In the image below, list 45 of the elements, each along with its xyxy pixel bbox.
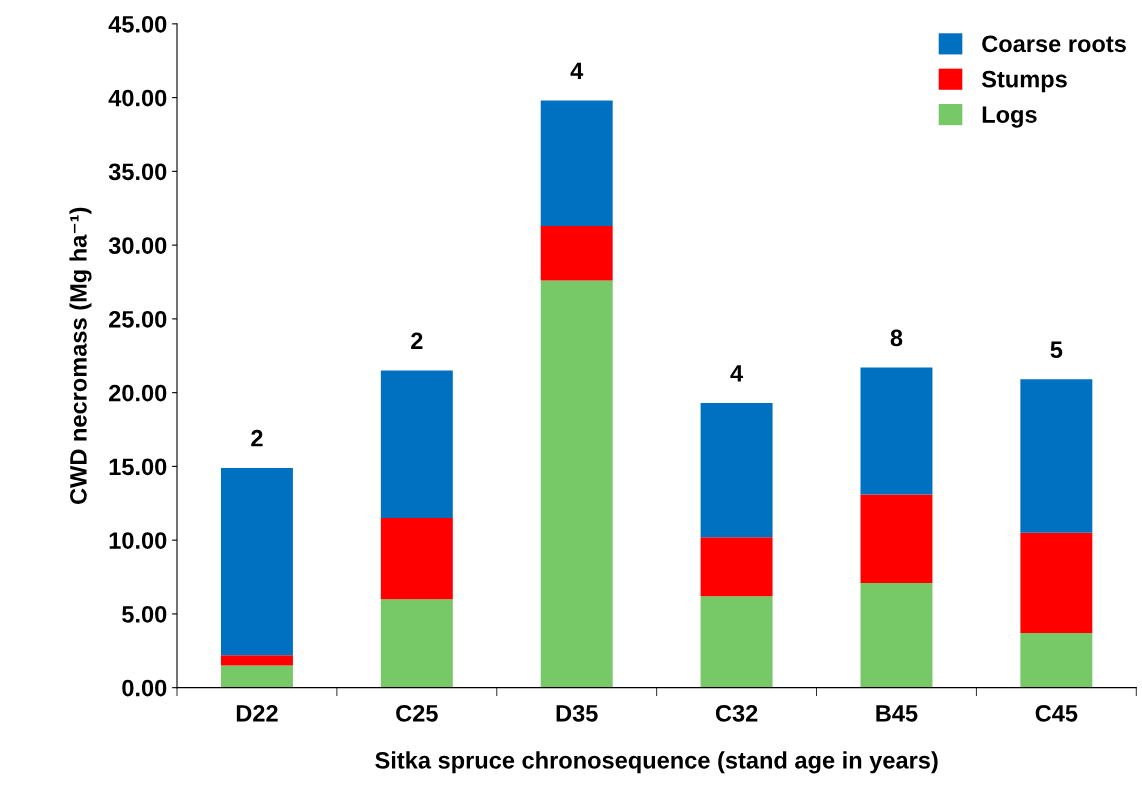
bar xyxy=(540,100,613,226)
bar xyxy=(1020,379,1093,533)
bar xyxy=(380,370,453,519)
bar xyxy=(380,599,453,688)
y-tick-label: 40.00 xyxy=(108,89,167,107)
y-tick-label: 45.00 xyxy=(108,15,167,33)
bar xyxy=(220,467,293,656)
y-tick-label: 10.00 xyxy=(109,532,167,549)
y-tick-label: 20.00 xyxy=(109,384,167,402)
bar xyxy=(700,537,773,597)
bar xyxy=(220,655,293,666)
bar xyxy=(700,596,773,688)
y-tick-label: 0.00 xyxy=(122,679,167,697)
x-tick-label: C32 xyxy=(715,704,758,722)
legend-label: Coarse roots xyxy=(982,35,1126,53)
annotation: 5 xyxy=(1050,341,1063,359)
bar xyxy=(540,280,613,688)
y-tick-label: 35.00 xyxy=(108,163,167,181)
bar xyxy=(860,367,933,495)
annotation: 2 xyxy=(251,429,263,447)
bar xyxy=(220,665,293,688)
y-tick-label: 5.00 xyxy=(122,605,167,623)
bar xyxy=(860,494,933,583)
bar xyxy=(1020,532,1093,634)
annotation: 4 xyxy=(570,62,584,79)
y-tick-label: 25.00 xyxy=(109,310,167,328)
legend-label: Stumps xyxy=(981,70,1067,93)
bar xyxy=(860,582,933,688)
y-axis-title: CWD necromass (Mg ha⁻¹) xyxy=(69,207,92,505)
bar xyxy=(540,225,613,281)
x-tick-label: D35 xyxy=(556,704,598,722)
annotation: 2 xyxy=(411,332,423,349)
y-tick-label: 30.00 xyxy=(108,237,167,254)
annotation: 8 xyxy=(890,329,903,347)
x-tick-label: D22 xyxy=(236,704,278,722)
bar xyxy=(380,518,453,600)
x-tick-label: C45 xyxy=(1035,704,1078,722)
y-tick-label: 15.00 xyxy=(109,458,167,476)
x-tick-label: B45 xyxy=(876,705,918,722)
x-axis-title: Sitka spruce chronosequence (stand age in years) xyxy=(375,751,938,774)
bar xyxy=(1020,633,1093,688)
x-tick-label: C25 xyxy=(396,704,438,722)
legend-label: Logs xyxy=(982,106,1037,128)
annotation: 4 xyxy=(730,365,744,382)
bar xyxy=(700,402,773,538)
